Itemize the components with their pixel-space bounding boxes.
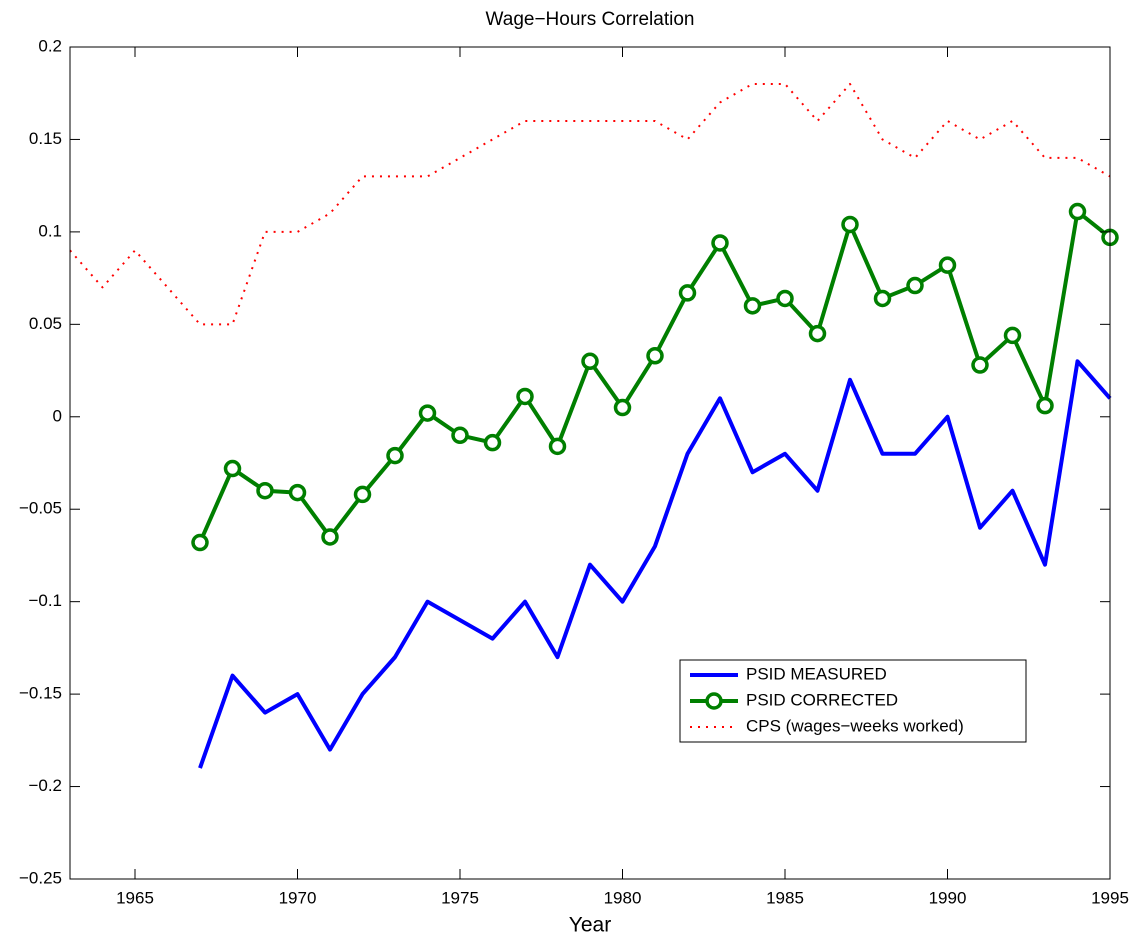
point-marker	[743, 297, 762, 315]
x-tick-label: 1970	[279, 888, 317, 907]
plot-area	[69, 82, 1119, 769]
y-tick-label: −0.05	[19, 499, 62, 518]
point-marker	[548, 437, 567, 456]
point-marker	[353, 485, 372, 504]
point-marker	[418, 404, 437, 422]
point-marker	[256, 481, 274, 500]
point-marker	[223, 459, 242, 478]
point-marker	[1036, 396, 1054, 415]
y-tick-label: −0.15	[19, 684, 62, 703]
point-marker	[613, 398, 632, 417]
point-marker	[841, 215, 859, 234]
x-axis-label: Year	[569, 914, 611, 937]
point-marker	[483, 433, 502, 452]
point-marker	[321, 528, 339, 546]
y-tick-label: 0.05	[29, 314, 62, 333]
point-marker	[873, 289, 892, 308]
x-tick-label: 1990	[929, 888, 967, 907]
x-tick-label: 1985	[766, 888, 804, 907]
point-marker	[516, 387, 534, 406]
chart-title: Wage−Hours Correlation	[486, 9, 695, 30]
y-tick-label: −0.2	[28, 776, 62, 795]
point-marker	[1003, 326, 1022, 345]
point-marker	[938, 256, 957, 274]
point-marker	[808, 324, 827, 343]
legend: PSID MEASURED PSID CORRECTED CPS (wages−we…	[679, 659, 1027, 743]
point-marker	[776, 289, 794, 308]
y-tick-label: 0.2	[38, 36, 62, 55]
x-tick-label: 1965	[116, 888, 154, 907]
point-marker	[191, 533, 209, 552]
point-marker	[646, 347, 664, 365]
point-marker	[678, 284, 697, 302]
y-tick-label: 0	[53, 406, 62, 425]
axes-box	[69, 46, 1111, 880]
y-tick-label: −0.25	[19, 868, 62, 887]
point-marker	[711, 234, 729, 252]
series-line	[69, 82, 1111, 326]
point-marker	[1068, 202, 1087, 221]
x-tick-label: 1980	[604, 888, 642, 907]
series-line	[198, 359, 1112, 769]
legend-label: PSID MEASURED	[746, 664, 887, 683]
point-marker	[971, 356, 989, 374]
point-marker	[451, 426, 469, 445]
y-tick-label: 0.15	[29, 129, 62, 148]
point-marker	[288, 483, 307, 502]
point-marker	[386, 446, 404, 465]
point-marker	[581, 352, 599, 371]
legend-marker	[705, 692, 723, 710]
x-tick-label: 1995	[1091, 888, 1129, 907]
y-tick-label: −0.1	[28, 591, 62, 610]
point-marker	[906, 276, 924, 295]
legend-label: PSID CORRECTED	[746, 690, 898, 709]
x-tick-label: 1975	[441, 888, 479, 907]
legend-label: CPS (wages−weeks worked)	[746, 716, 964, 735]
y-tick-label: 0.1	[38, 221, 62, 240]
